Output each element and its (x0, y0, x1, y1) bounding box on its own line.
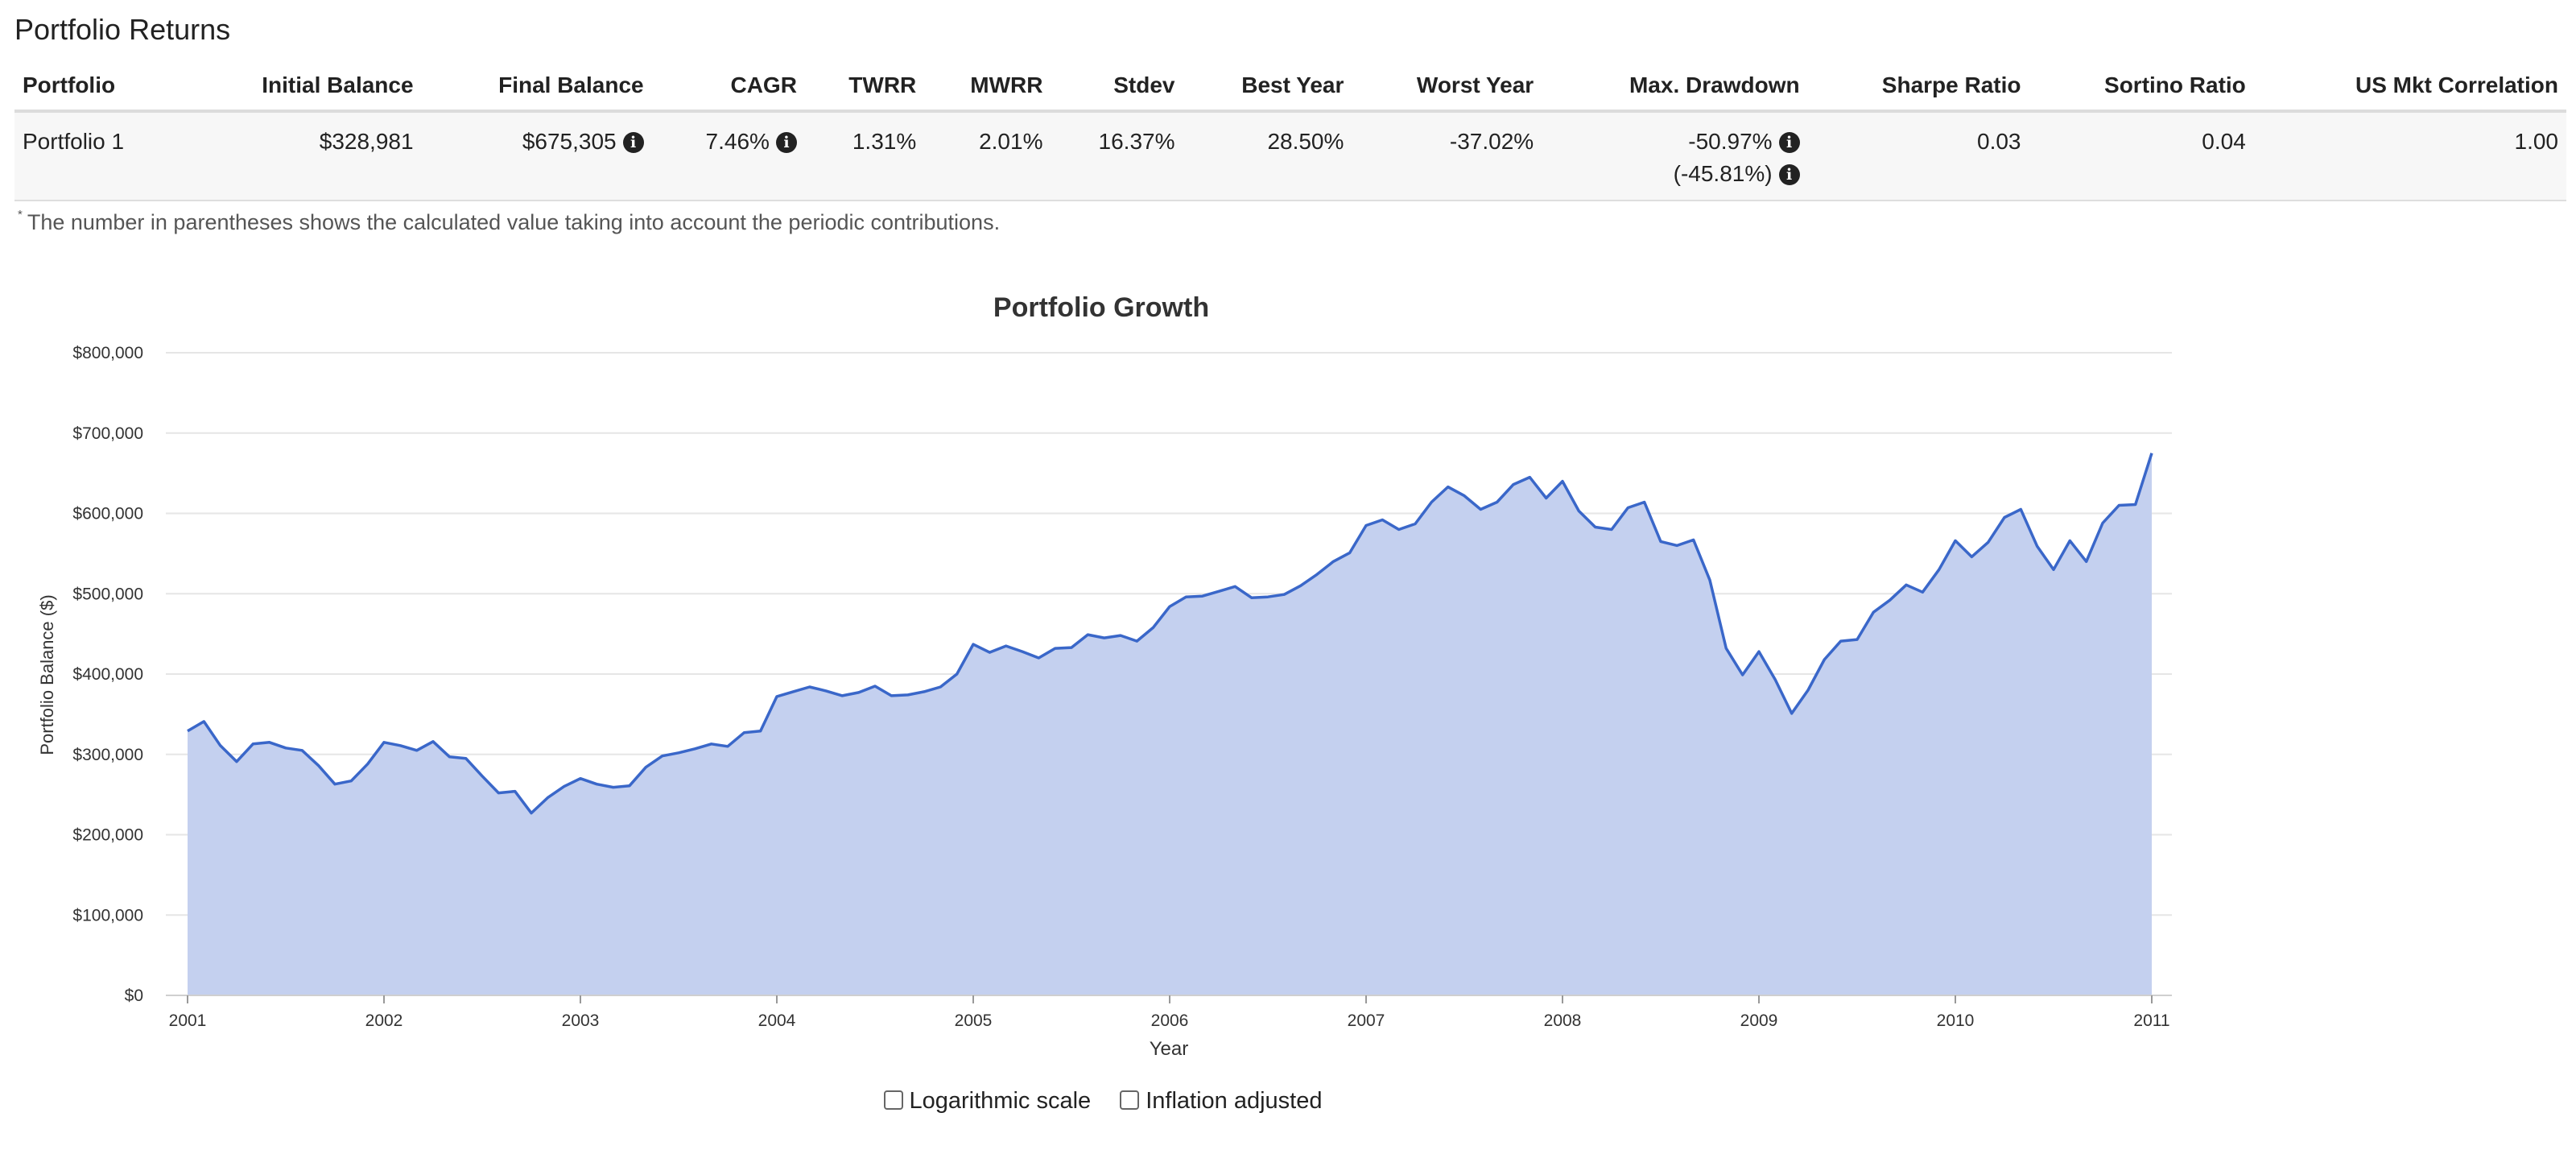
cagr-value: 7.46% (705, 129, 770, 154)
sortino-ratio-value: 0.04 (2202, 129, 2246, 154)
cell-worst-year: -37.02% (1352, 111, 1542, 201)
footnote: * The number in parentheses shows the cal… (18, 208, 1000, 235)
sharpe-ratio-value: 0.03 (1977, 129, 2021, 154)
worst-year-value: -37.02% (1449, 129, 1534, 154)
header-cagr[interactable]: CAGR (651, 66, 805, 113)
header-max-drawdown[interactable]: Max. Drawdown (1542, 66, 1808, 113)
cell-max-drawdown: -50.97% i (-45.81%) i (1542, 111, 1808, 201)
x-axis-label: Year (1150, 1038, 1189, 1060)
x-tick-label: 2010 (1937, 1011, 1975, 1030)
series-area-fill (188, 453, 2152, 995)
stdev-value: 16.37% (1098, 129, 1175, 154)
header-final-balance[interactable]: Final Balance (421, 66, 652, 113)
x-tick-label: 2008 (1544, 1011, 1582, 1030)
max-drawdown-value: -50.97% (1688, 129, 1773, 154)
header-stdev[interactable]: Stdev (1051, 66, 1183, 113)
info-icon[interactable]: i (1778, 164, 1800, 185)
cell-mwrr: 2.01% (924, 111, 1051, 201)
x-tick-label: 2009 (1740, 1011, 1778, 1030)
x-tick-label: 2011 (2133, 1011, 2169, 1030)
x-tick-label: 2007 (1348, 1011, 1385, 1030)
cell-sharpe-ratio: 0.03 (1807, 111, 2029, 201)
cell-twrr: 1.31% (804, 111, 925, 201)
y-tick-label: $200,000 (72, 826, 143, 845)
cell-us-mkt-correlation: 1.00 (2253, 111, 2566, 201)
inflation-adjusted-checkbox[interactable] (1120, 1090, 1140, 1110)
y-tick-label: $600,000 (72, 505, 143, 523)
cell-portfolio: Portfolio 1 (14, 111, 183, 201)
header-twrr[interactable]: TWRR (804, 66, 925, 113)
final-balance-value: $675,305 (522, 129, 617, 154)
cell-sortino-ratio: 0.04 (2029, 111, 2254, 201)
y-tick-label: $500,000 (72, 585, 143, 603)
info-icon[interactable]: i (775, 132, 797, 153)
inflation-adjusted-label: Inflation adjusted (1146, 1087, 1323, 1114)
header-worst-year[interactable]: Worst Year (1352, 66, 1542, 113)
portfolio-returns-table: Portfolio Initial Balance Final Balance … (14, 66, 2566, 201)
header-initial-balance[interactable]: Initial Balance (182, 66, 422, 113)
y-tick-label: $0 (125, 987, 143, 1005)
section-title: Portfolio Returns (14, 13, 231, 46)
inflation-adjusted-toggle[interactable]: Inflation adjusted (1120, 1087, 1323, 1115)
y-tick-label: $700,000 (72, 424, 143, 443)
x-tick-label: 2006 (1151, 1011, 1189, 1030)
max-drawdown-contrib-value: (-45.81%) (1673, 161, 1773, 186)
portfolio-growth-chart: Portfolio Growth $0 $100,000 $200,000 $300,… (37, 292, 2172, 1060)
x-tick-label: 2002 (365, 1011, 403, 1030)
max-drawdown-contrib-line: (-45.81%) i (1550, 158, 1800, 190)
table-header-row: Portfolio Initial Balance Final Balance … (14, 66, 2566, 113)
y-axis-label: Portfolio Balance ($) (37, 594, 57, 755)
max-drawdown-line: -50.97% i (1550, 126, 1800, 158)
x-tick-label: 2005 (955, 1011, 993, 1030)
footnote-marker: * (18, 208, 23, 221)
header-us-mkt-correlation[interactable]: US Mkt Correlation (2253, 66, 2566, 113)
x-tick-label: 2001 (169, 1011, 207, 1030)
us-mkt-correlation-value: 1.00 (2514, 129, 2559, 154)
y-tick-label: $400,000 (72, 665, 143, 684)
best-year-value: 28.50% (1267, 129, 1344, 154)
info-icon[interactable]: i (622, 132, 644, 153)
x-tick-label: 2004 (758, 1011, 796, 1030)
x-axis: 2001 2002 2003 2004 2005 2006 2007 2008 2009 2010… (166, 995, 2172, 1030)
y-tick-label: $100,000 (72, 906, 143, 925)
header-best-year[interactable]: Best Year (1183, 66, 1352, 113)
header-sortino-ratio[interactable]: Sortino Ratio (2029, 66, 2254, 113)
footnote-text: The number in parentheses shows the calc… (27, 210, 1001, 234)
chart-title: Portfolio Growth (993, 292, 1209, 323)
twrr-value: 1.31% (852, 129, 917, 154)
log-scale-label: Logarithmic scale (909, 1087, 1092, 1114)
table-row: Portfolio 1 $328,981 $675,305 i 7.46% i 1.… (14, 111, 2566, 201)
header-mwrr[interactable]: MWRR (924, 66, 1051, 113)
log-scale-checkbox[interactable] (883, 1090, 903, 1110)
chart-controls: Logarithmic scale Inflation adjusted (0, 1087, 2206, 1115)
cell-cagr: 7.46% i (651, 111, 805, 201)
initial-balance-value: $328,981 (319, 129, 414, 154)
cell-initial-balance: $328,981 (182, 111, 422, 201)
cell-final-balance: $675,305 i (421, 111, 652, 201)
y-tick-label: $300,000 (72, 746, 143, 764)
x-tick-label: 2003 (562, 1011, 600, 1030)
y-tick-label: $800,000 (72, 344, 143, 362)
cell-best-year: 28.50% (1183, 111, 1352, 201)
cell-stdev: 16.37% (1051, 111, 1183, 201)
header-sharpe-ratio[interactable]: Sharpe Ratio (1807, 66, 2029, 113)
header-portfolio[interactable]: Portfolio (14, 66, 183, 113)
portfolio-name: Portfolio 1 (23, 129, 125, 154)
y-axis-ticks: $0 $100,000 $200,000 $300,000 $400,000 $500,0… (72, 344, 143, 1005)
mwrr-value: 2.01% (979, 129, 1043, 154)
series-line (187, 453, 2153, 815)
info-icon[interactable]: i (1778, 132, 1800, 153)
log-scale-toggle[interactable]: Logarithmic scale (883, 1087, 1092, 1115)
